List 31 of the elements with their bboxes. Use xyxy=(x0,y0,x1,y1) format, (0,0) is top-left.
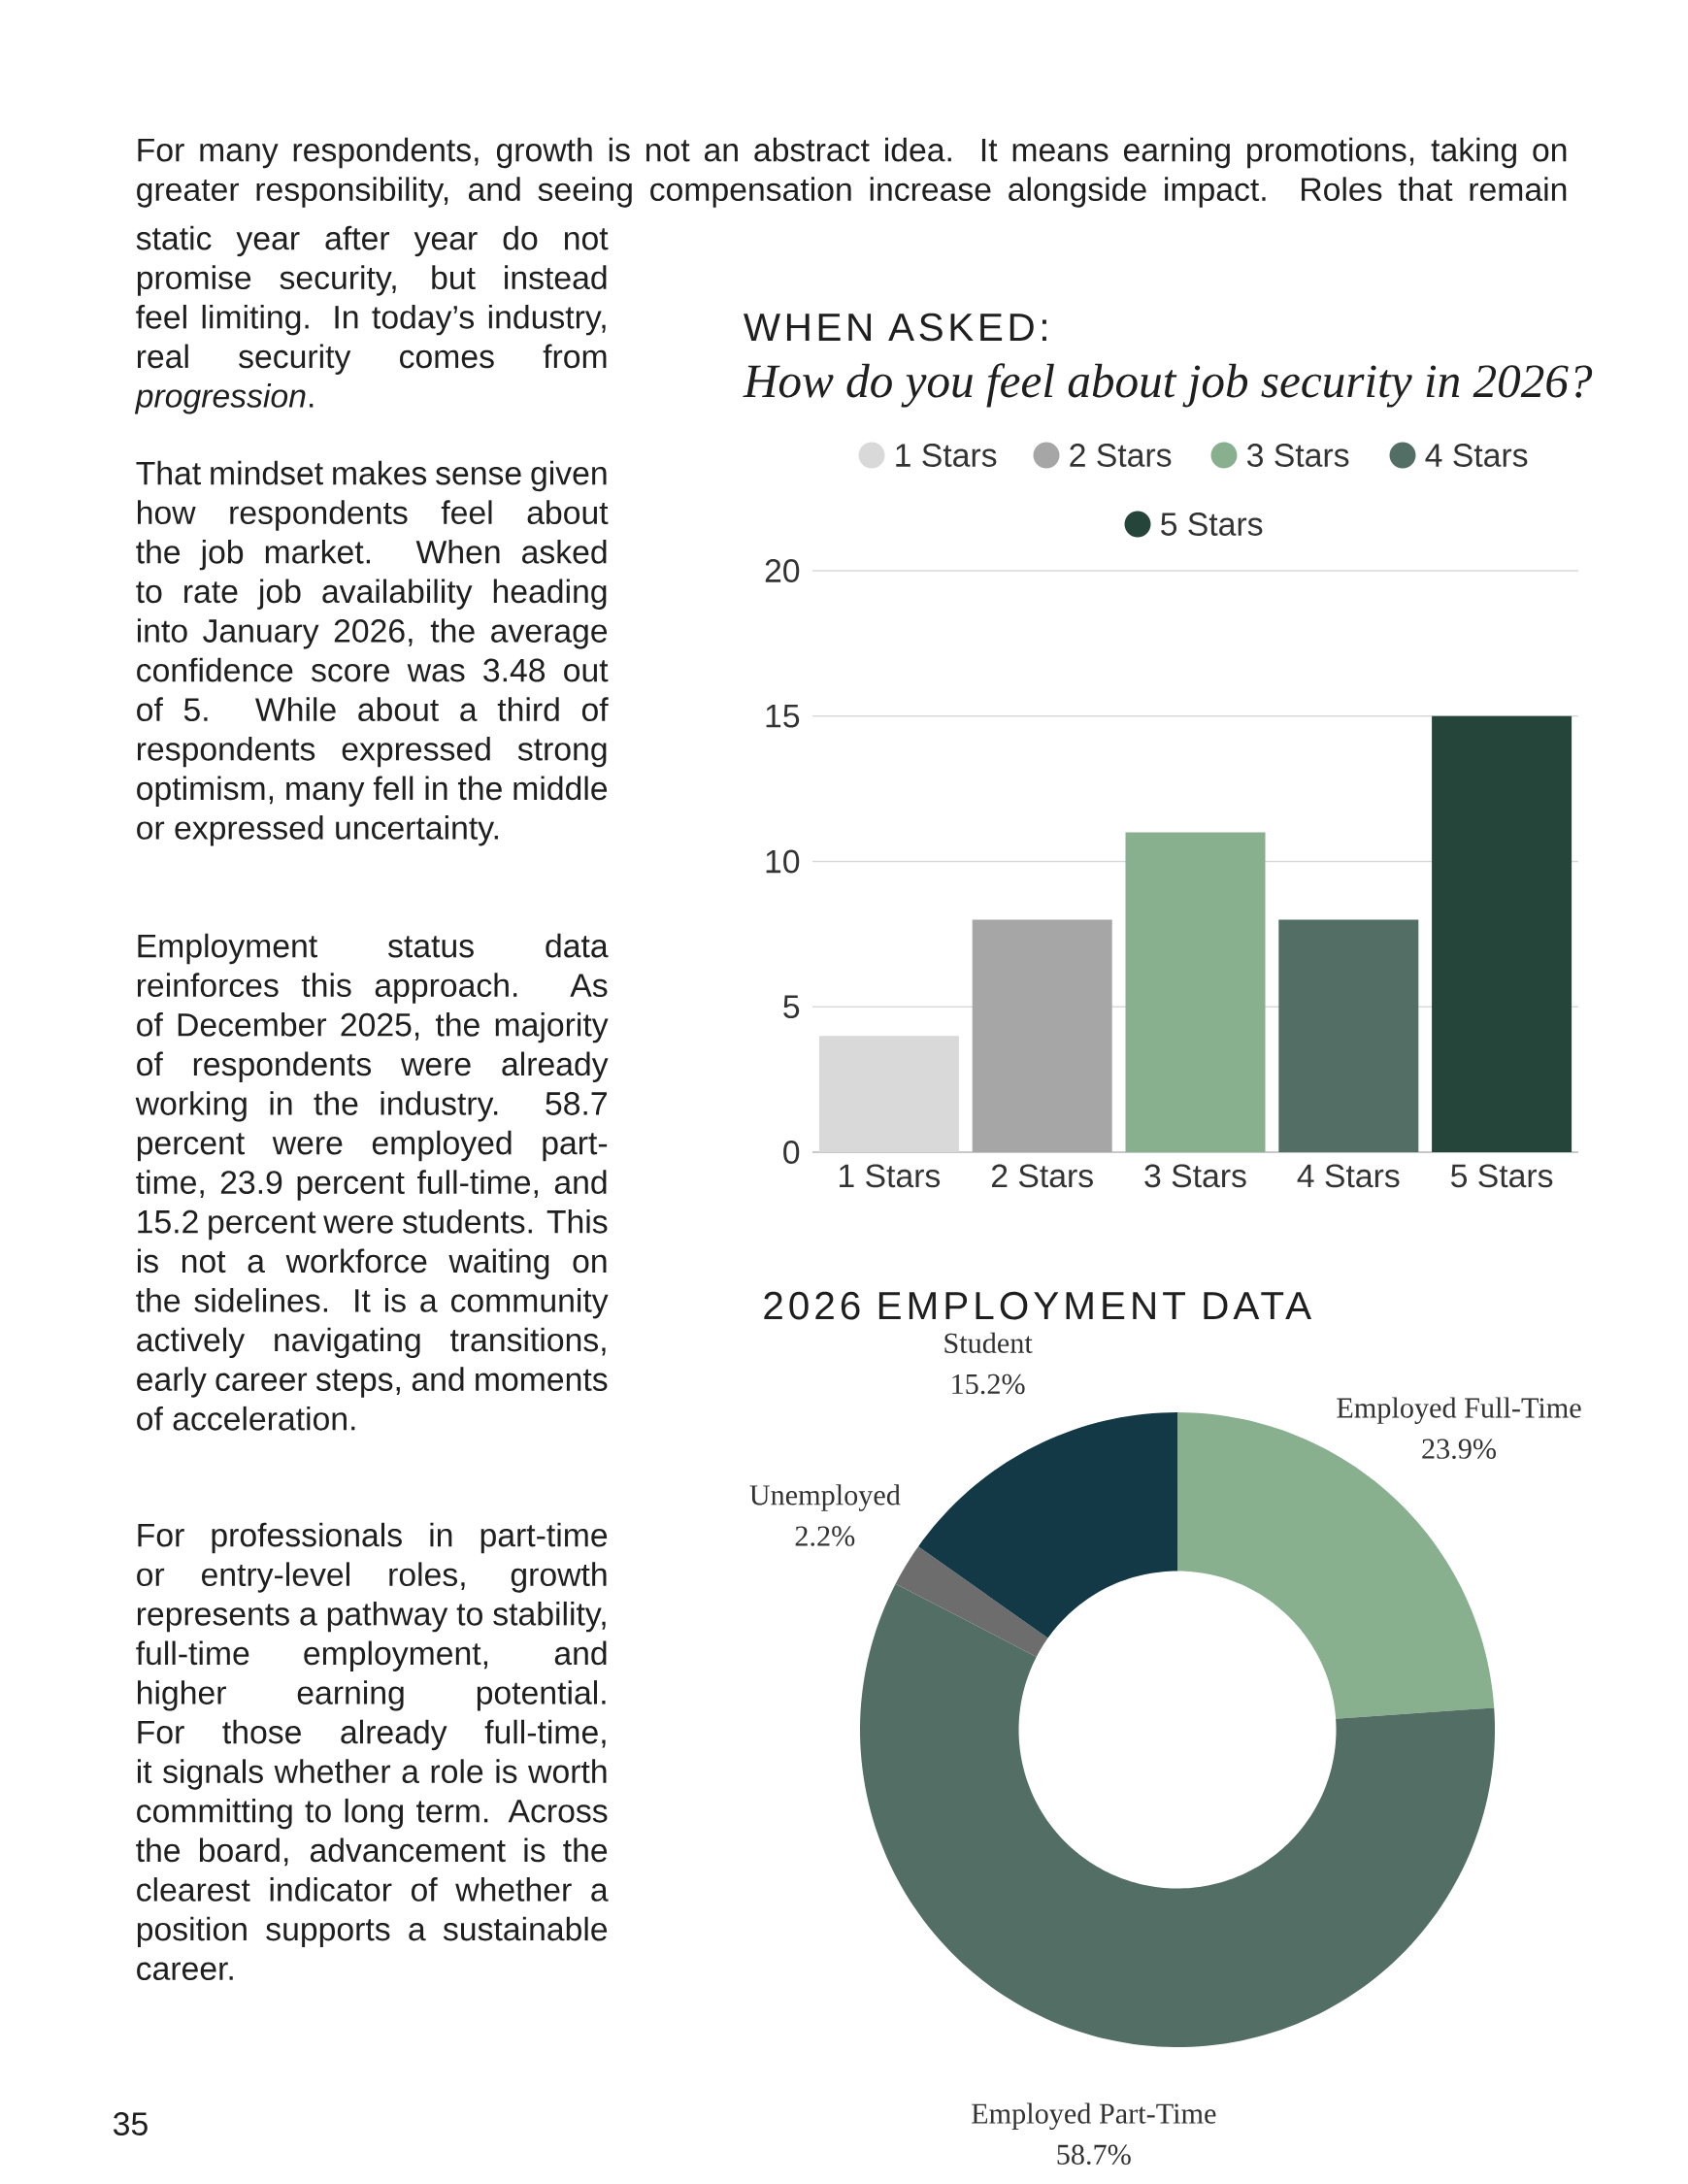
text: static year after year do not promise security, but instead feel limiting. In today’s industry, real security comes from progression. xyxy=(134,225,609,414)
x-tick-label: 4 Stars xyxy=(1297,1164,1400,1188)
slice-label: Employed Full-Time xyxy=(1337,1397,1581,1424)
y-tick-label: 0 xyxy=(783,1141,800,1164)
legend-label: 4 Stars xyxy=(1425,444,1528,467)
chart-title: WHEN ASKED: xyxy=(744,313,1046,342)
slice-label: Student xyxy=(944,1332,1033,1353)
text: Employment status data reinforces this approach. As of December 2025, the majority of respondents were already working in the industry. 58.7 percent were employed part-time, 23.9 percent full-time, and 15.2 percent were students. This is not a workforce waiting on the sidelines. It is a community actively navigating transitions, early career steps, and moments of acceleration. xyxy=(135,933,609,1431)
data-label: 2.2% xyxy=(795,1526,855,1546)
text: 35 xyxy=(113,2112,148,2135)
y-tick-label: 5 xyxy=(783,995,800,1019)
legend-label: 2 Stars xyxy=(1070,444,1172,467)
slice-label: Employed Part-Time xyxy=(972,2102,1216,2130)
chart-subtitle: How do you feel about job security in 2026? xyxy=(743,363,1593,408)
x-tick-label: 3 Stars xyxy=(1144,1164,1246,1188)
text: For professionals in part-time or entry-level roles, growth represents a pathway to stability, full-time employment, and higher earning potential. For those already full-time, it signals whether a role is worth committing to long term. Across the board, advancement is the clearest indicator of whether a position supports a sustainable career. xyxy=(136,1522,609,1981)
y-tick-label: 15 xyxy=(766,705,800,728)
x-tick-label: 2 Stars xyxy=(991,1164,1093,1188)
data-label: 23.9% xyxy=(1422,1439,1497,1460)
data-label: 15.2% xyxy=(952,1373,1025,1395)
chart-title: 2026 EMPLOYMENT DATA xyxy=(764,1291,1312,1320)
text: That mindset makes sense given how respondents feel about the job market. When asked to rate job availability heading into January 2026, the average confidence score was 3.48 out of 5. While about a third of respondents expressed strong optimism, many fell in the middle or expressed uncertainty. xyxy=(136,460,609,846)
slice-label: Unemployed xyxy=(749,1484,901,1511)
x-tick-label: 5 Stars xyxy=(1451,1164,1553,1188)
y-tick-label: 20 xyxy=(765,559,800,582)
legend-label: 5 Stars xyxy=(1161,513,1263,536)
data-label: 58.7% xyxy=(1057,2144,1131,2166)
x-tick-label: 1 Stars xyxy=(840,1164,941,1188)
y-tick-label: 10 xyxy=(766,849,800,874)
legend-label: 3 Stars xyxy=(1246,444,1349,467)
legend-label: 1 Stars xyxy=(896,444,997,467)
